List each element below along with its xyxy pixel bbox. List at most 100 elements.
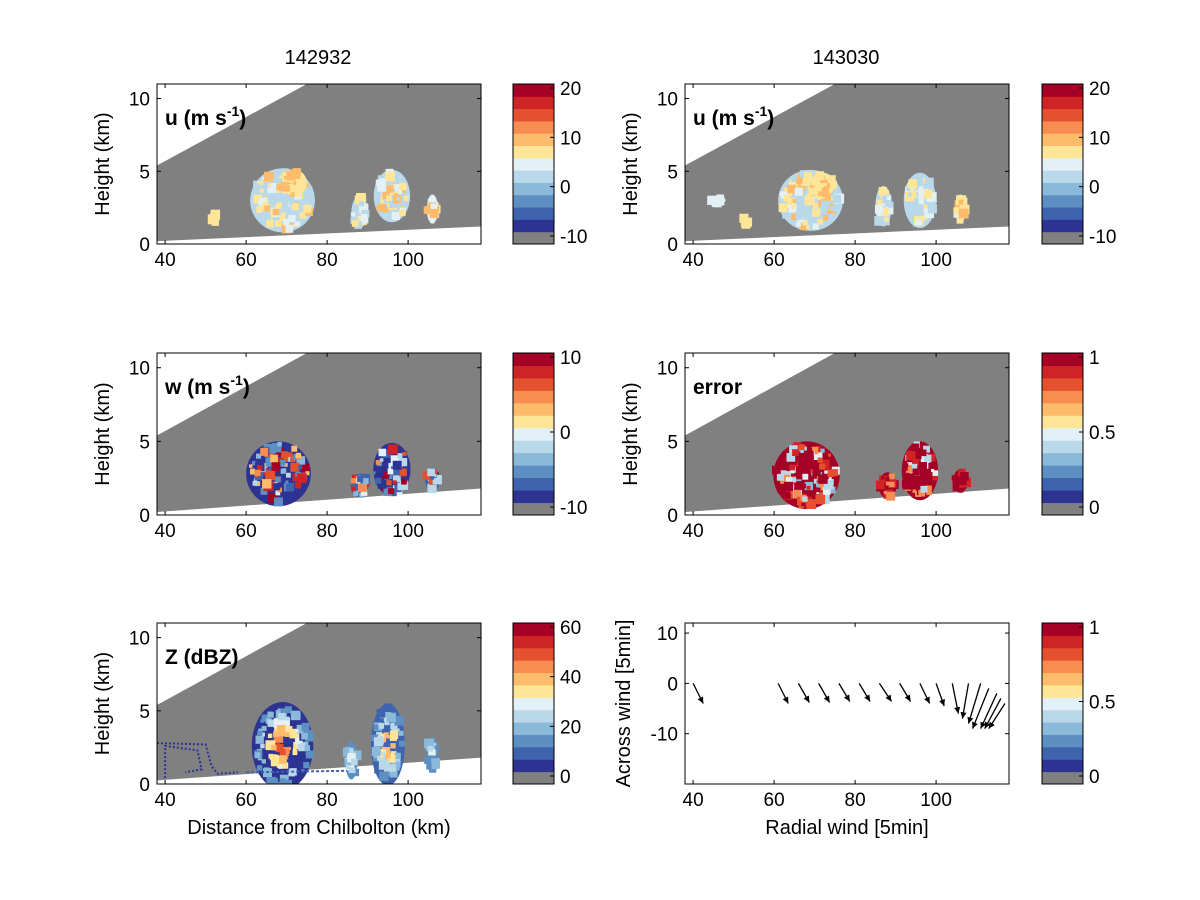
echo-cell: [303, 204, 312, 213]
wind-vector: [967, 683, 982, 724]
echo-cell: [391, 735, 396, 740]
y-tick-label: 5: [139, 162, 150, 183]
echo-cell: [820, 175, 828, 184]
echo-cell: [304, 745, 311, 751]
echo-cell: [824, 175, 829, 180]
echo-cell: [275, 744, 284, 753]
echo-cell: [253, 180, 263, 191]
echo-cell: [373, 758, 377, 762]
echo-cell: [887, 200, 892, 205]
colorbar-swatch: [513, 390, 554, 404]
echo-cell: [911, 443, 920, 452]
colorbar-swatch: [513, 722, 554, 735]
echo-cell: [286, 472, 291, 478]
x-tick-label: 60: [236, 250, 257, 271]
echo-cell: [385, 185, 394, 193]
echo-cell: [806, 225, 810, 230]
echo-cell: [427, 745, 434, 752]
echo-cell: [918, 198, 925, 205]
echo-cell: [777, 473, 784, 481]
echo-cell: [429, 477, 437, 485]
colorbar-swatch: [513, 759, 554, 773]
echo-cell: [252, 480, 258, 486]
echo-cell: [361, 209, 370, 218]
x-tick-label: 40: [155, 250, 176, 271]
y-tick-label: 5: [139, 432, 150, 453]
colorbar-swatch: [513, 452, 554, 466]
echo-cell: [812, 469, 821, 478]
echo-cell: [953, 207, 961, 215]
echo-cell: [295, 181, 303, 189]
wind-vector-head: [972, 721, 978, 729]
echo-cell: [958, 199, 964, 205]
colorbar-swatch: [1042, 660, 1083, 674]
echo-cell: [800, 176, 811, 186]
clutter-outline: [246, 769, 348, 774]
echo-cell: [254, 469, 261, 476]
echo-cell: [378, 448, 387, 457]
echo-cell: [803, 213, 809, 219]
echo-cell: [822, 487, 831, 495]
echo-cell: [273, 731, 279, 737]
echo-cell: [346, 762, 355, 771]
x-tick-label: 80: [317, 521, 338, 542]
echo-cell: [397, 177, 402, 182]
y-tick-label: -10: [651, 725, 678, 746]
echo-cell: [791, 204, 796, 209]
x-tick-label: 40: [683, 790, 704, 811]
colorbar-swatch: [513, 477, 554, 491]
echo-cell: [305, 750, 314, 759]
axes-frame: [684, 83, 1010, 245]
echo-cell: [799, 444, 805, 450]
echo-cell: [952, 483, 957, 487]
wind-vector-head: [954, 706, 961, 714]
echo-cell: [919, 449, 927, 457]
echo-cell: [783, 187, 788, 192]
colorbar-swatch: [1042, 477, 1083, 491]
echo-cell: [375, 189, 383, 196]
colorbar-frame: [512, 622, 555, 785]
echo-cell: [432, 475, 442, 485]
echo-cell: [386, 195, 392, 202]
echo-cell: [350, 212, 356, 217]
echo-cell: [362, 478, 369, 485]
echo-cell: [294, 221, 300, 227]
echo-cell: [301, 732, 308, 740]
wind-vector-head: [984, 721, 991, 729]
echo-cell: [817, 218, 824, 225]
echo-cell: [424, 757, 432, 765]
echo-cell: [371, 746, 381, 756]
echo-cell: [918, 213, 925, 219]
echo-cell: [889, 481, 895, 488]
colorbar-tick-label: 40: [560, 668, 581, 689]
colorbar-swatch: [1042, 415, 1083, 429]
echo-cell: [392, 480, 397, 485]
colorbar-frame: [512, 352, 555, 516]
echo-cell: [398, 740, 405, 747]
echo-cell: [275, 220, 282, 227]
echo-cell: [254, 752, 261, 758]
echo-cell: [297, 743, 305, 751]
echo-cell: [390, 743, 396, 749]
echo-cell: [375, 179, 382, 186]
echo-cell: [427, 468, 435, 477]
colorbar-err: 10.50: [1041, 348, 1115, 519]
colorbar-swatch: [513, 207, 554, 220]
colorbar-swatch: [513, 697, 554, 711]
echo-cell: [806, 447, 813, 453]
echo-cell: [283, 218, 290, 226]
y-tick-label: 0: [667, 506, 678, 527]
echo-cell: [391, 211, 400, 221]
wind-vector-head: [697, 696, 704, 704]
x-tick-label: 100: [920, 521, 952, 542]
echo-cell: [373, 471, 377, 475]
echo-cell: [281, 194, 290, 203]
echo-cell: [303, 762, 310, 769]
echo-cell: [377, 182, 387, 192]
echo-cell: [268, 451, 274, 458]
echo-cell: [351, 220, 359, 227]
echo-cell: [261, 759, 266, 764]
colorbar-swatch: [1042, 133, 1083, 147]
